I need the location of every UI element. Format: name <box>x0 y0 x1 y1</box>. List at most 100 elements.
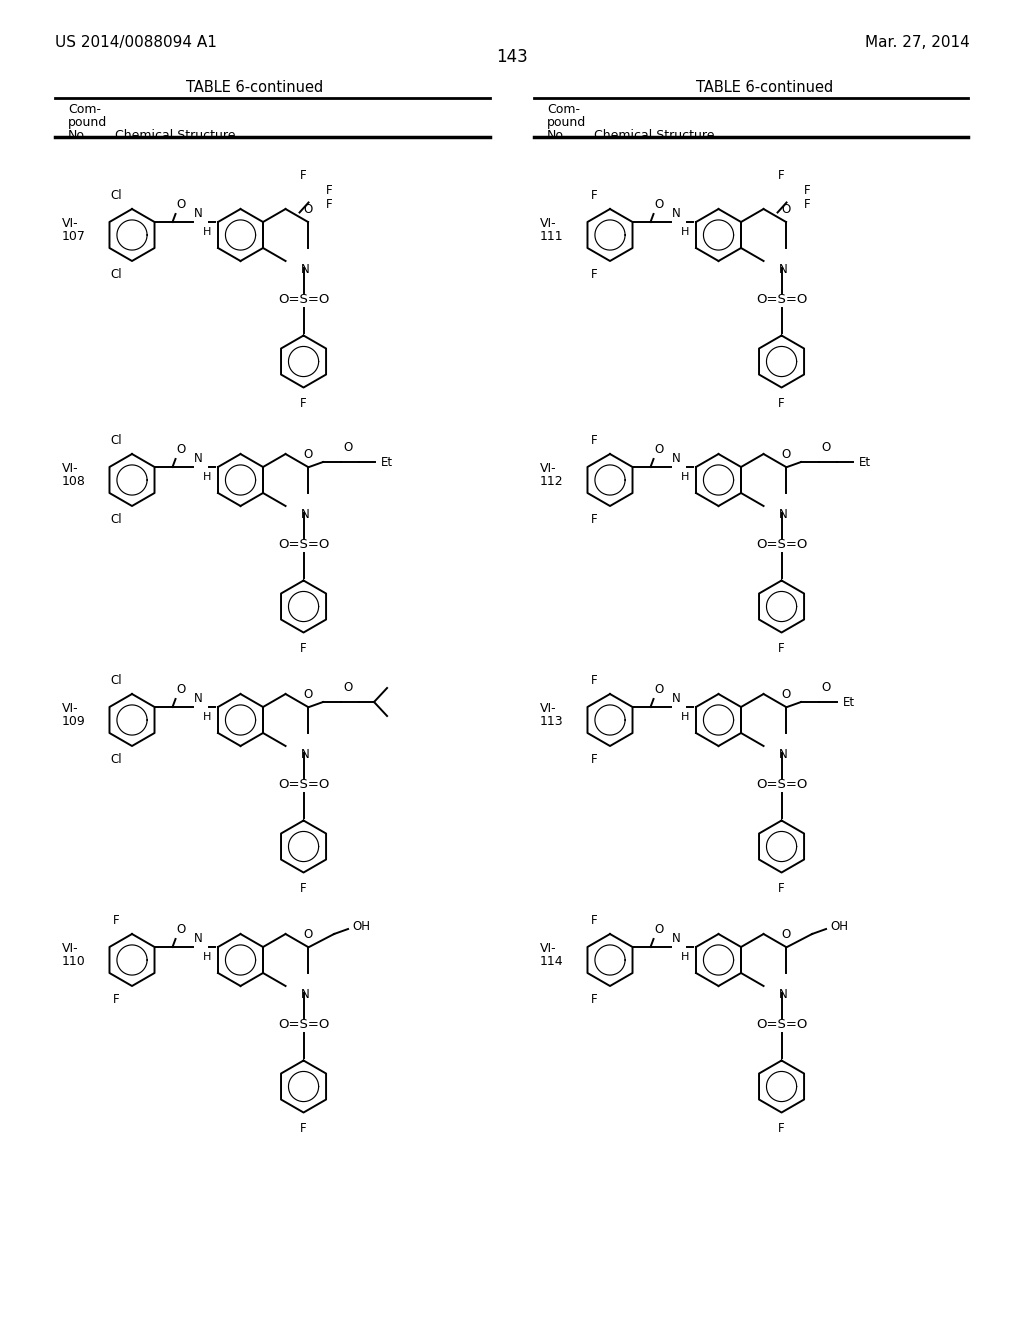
Text: Com-: Com- <box>68 103 101 116</box>
Text: F: F <box>778 396 784 409</box>
Text: N: N <box>778 987 787 1001</box>
Text: OH: OH <box>352 920 370 933</box>
Text: Cl: Cl <box>111 754 122 767</box>
Text: Cl: Cl <box>111 268 122 281</box>
Text: F: F <box>113 913 120 927</box>
Text: N: N <box>301 987 309 1001</box>
Text: OH: OH <box>830 920 848 933</box>
Text: 107: 107 <box>62 230 86 243</box>
Text: VI-: VI- <box>62 942 79 954</box>
Text: H: H <box>203 227 211 238</box>
Text: pound: pound <box>547 116 587 129</box>
Text: Cl: Cl <box>111 513 122 527</box>
Text: N: N <box>672 207 680 220</box>
Text: Et: Et <box>843 696 855 709</box>
Text: F: F <box>326 183 332 197</box>
Text: N: N <box>194 207 203 220</box>
Text: O: O <box>781 203 791 216</box>
Text: Chemical Structure: Chemical Structure <box>594 129 715 143</box>
Text: VI-: VI- <box>540 942 557 954</box>
Text: 143: 143 <box>496 48 528 66</box>
Text: O: O <box>176 198 185 211</box>
Text: O: O <box>303 203 312 216</box>
Text: VI-: VI- <box>540 702 557 715</box>
Text: O=S=O: O=S=O <box>756 1018 807 1031</box>
Text: TABLE 6-continued: TABLE 6-continued <box>696 81 834 95</box>
Text: O=S=O: O=S=O <box>278 293 330 306</box>
Text: O=S=O: O=S=O <box>278 539 330 550</box>
Text: N: N <box>301 263 309 276</box>
Text: O: O <box>821 441 830 454</box>
Text: No.: No. <box>547 129 567 143</box>
Text: 112: 112 <box>540 475 563 488</box>
Text: N: N <box>301 507 309 520</box>
Text: F: F <box>326 198 332 211</box>
Text: 109: 109 <box>62 715 86 729</box>
Text: US 2014/0088094 A1: US 2014/0088094 A1 <box>55 36 217 50</box>
Text: O: O <box>654 198 664 211</box>
Text: H: H <box>203 473 211 482</box>
Text: O: O <box>176 444 185 455</box>
Text: H: H <box>681 711 689 722</box>
Text: N: N <box>194 692 203 705</box>
Text: H: H <box>203 711 211 722</box>
Text: N: N <box>194 451 203 465</box>
Text: 111: 111 <box>540 230 563 243</box>
Text: F: F <box>300 396 307 409</box>
Text: Cl: Cl <box>111 189 122 202</box>
Text: O: O <box>303 688 312 701</box>
Text: F: F <box>591 913 597 927</box>
Text: F: F <box>300 169 307 182</box>
Text: Mar. 27, 2014: Mar. 27, 2014 <box>865 36 970 50</box>
Text: O: O <box>781 688 791 701</box>
Text: O: O <box>654 923 664 936</box>
Text: F: F <box>778 642 784 655</box>
Text: O=S=O: O=S=O <box>278 777 330 791</box>
Text: F: F <box>591 434 597 446</box>
Text: Cl: Cl <box>111 434 122 446</box>
Text: F: F <box>300 1122 307 1134</box>
Text: N: N <box>778 263 787 276</box>
Text: F: F <box>591 189 597 202</box>
Text: O: O <box>176 923 185 936</box>
Text: 114: 114 <box>540 954 563 968</box>
Text: O=S=O: O=S=O <box>756 777 807 791</box>
Text: N: N <box>672 451 680 465</box>
Text: N: N <box>194 932 203 945</box>
Text: O: O <box>821 681 830 694</box>
Text: H: H <box>681 473 689 482</box>
Text: Et: Et <box>381 455 393 469</box>
Text: Chemical Structure: Chemical Structure <box>115 129 236 143</box>
Text: F: F <box>804 183 810 197</box>
Text: Cl: Cl <box>111 673 122 686</box>
Text: 110: 110 <box>62 954 86 968</box>
Text: N: N <box>778 507 787 520</box>
Text: F: F <box>300 642 307 655</box>
Text: F: F <box>591 268 597 281</box>
Text: O: O <box>303 928 312 941</box>
Text: H: H <box>681 227 689 238</box>
Text: O: O <box>781 928 791 941</box>
Text: Et: Et <box>859 455 871 469</box>
Text: O=S=O: O=S=O <box>756 293 807 306</box>
Text: N: N <box>672 932 680 945</box>
Text: N: N <box>778 747 787 760</box>
Text: H: H <box>203 952 211 962</box>
Text: VI-: VI- <box>540 216 557 230</box>
Text: O: O <box>654 682 664 696</box>
Text: 108: 108 <box>62 475 86 488</box>
Text: F: F <box>778 169 784 182</box>
Text: O: O <box>176 682 185 696</box>
Text: 113: 113 <box>540 715 563 729</box>
Text: pound: pound <box>68 116 108 129</box>
Text: F: F <box>113 994 120 1006</box>
Text: F: F <box>591 513 597 527</box>
Text: F: F <box>591 673 597 686</box>
Text: VI-: VI- <box>62 216 79 230</box>
Text: F: F <box>778 882 784 895</box>
Text: O: O <box>781 447 791 461</box>
Text: O=S=O: O=S=O <box>756 539 807 550</box>
Text: O: O <box>303 447 312 461</box>
Text: Com-: Com- <box>547 103 580 116</box>
Text: O: O <box>654 444 664 455</box>
